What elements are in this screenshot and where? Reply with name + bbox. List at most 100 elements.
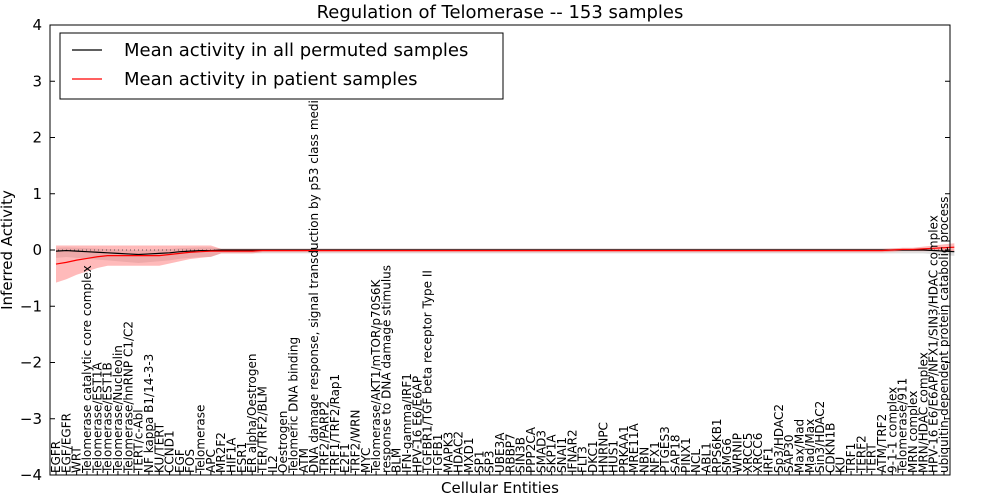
x-tick-label: TERF2 [854, 435, 868, 474]
x-tick-label: TRF1/TRF2/Rap1 [328, 374, 342, 474]
x-tick-label: NBN [638, 447, 652, 473]
x-tick-label: IFN-gamma/IRF1 [400, 373, 414, 473]
legend-label-patient: Mean activity in patient samples [124, 69, 418, 90]
x-tick-label: MR2F2 [214, 432, 228, 473]
x-tick-label: TERT [865, 443, 879, 474]
x-tick-label: IRF1 [761, 447, 775, 473]
x-tick-label: NF kappa B1/14-3-3 [142, 354, 156, 473]
red-band-layer [56, 243, 955, 283]
x-tick-label: PPP2CA [524, 426, 538, 473]
y-axis-label: Inferred Activity [0, 190, 16, 310]
legend: Mean activity in all permuted samples Me… [59, 32, 504, 100]
x-tick-label: MXD1 [462, 438, 476, 473]
series-line-patient [55, 246, 955, 265]
x-tick-label: EGF [173, 449, 187, 473]
x-tick-label: Telomerase/Nucleolin [111, 345, 125, 474]
x-tick-label: HPV-16 E6/E6AP/NFX1/SIN3/HDAC complex [927, 215, 941, 473]
y-tick-label: 2 [32, 129, 42, 147]
x-tick-label: Sp3/HDAC2 [772, 404, 786, 473]
x-tick-label: SMG6 [720, 438, 734, 473]
legend-box [59, 32, 504, 100]
x-tick-label: BLM [390, 448, 404, 473]
x-tick-label: Telomerase/EST1A [90, 361, 104, 474]
x-tick-label: 9-1-1 complex [885, 387, 899, 473]
x-tick-label: HDAC2 [452, 431, 466, 473]
x-tick-label: ESR1 [235, 442, 249, 473]
y-tick-label: 1 [32, 185, 42, 203]
x-tick-label: NFX1 [648, 441, 662, 473]
x-tick-label: E2F1 [338, 443, 352, 473]
y-tick-label: −1 [20, 297, 42, 315]
x-tick-label: DKC1 [586, 441, 600, 473]
x-tick-label: Telomerase [194, 405, 208, 474]
series-layer [55, 246, 955, 265]
x-tick-label: SNAI1 [555, 437, 569, 473]
legend-label-permuted: Mean activity in all permuted samples [124, 40, 468, 61]
x-tick-label: SP3 [483, 451, 497, 474]
x-tick-label: Oestrogen [276, 411, 290, 473]
y-tick-label: −3 [20, 410, 42, 428]
x-tick-label: TRF1 [844, 443, 858, 474]
y-tick-label: 3 [32, 72, 42, 90]
x-tick-label: IFNAR2 [565, 429, 579, 473]
x-tick-label: SIN3B [514, 437, 528, 473]
y-tick-label: −4 [20, 466, 42, 484]
y-tick-label: −2 [20, 354, 42, 372]
x-tick-label: PTGES3 [658, 426, 672, 473]
x-tick-label: FOS [183, 449, 197, 473]
x-tick-label: MRN complex [906, 391, 920, 473]
x-tick-label: HPV-16 E6/E6AP [410, 376, 424, 473]
x-tick-label: TER/TRF2/BLM [256, 386, 270, 474]
x-tick-label: TRF2/WRN [348, 410, 362, 474]
x-tick-label: CDKN1B [823, 423, 837, 473]
x-tick-label: APC [204, 449, 218, 473]
x-tick-label: ATM/TRF2 [875, 414, 889, 473]
grey-band-layer [56, 247, 955, 263]
x-tick-label: WRNIP [730, 433, 744, 473]
x-tick-label: HIF1A [225, 437, 239, 473]
x-tick-label: TRF2/PARP2 [317, 401, 331, 474]
x-tick-label: TGFB1 [431, 434, 445, 474]
x-tick-label: DNA damage response, signal transduction… [307, 76, 321, 473]
x-tick-label: NCL [689, 449, 703, 473]
x-tick-label: PINX1 [679, 437, 693, 473]
chart-title: Regulation of Telomerase -- 153 samples [317, 2, 684, 23]
x-axis-label: Cellular Entities [441, 479, 559, 497]
x-tick-label: SP1 [472, 451, 486, 474]
x-tick-label: HUS1 [607, 440, 621, 473]
x-tick-label: IL2 [266, 455, 280, 473]
y-axis-ticks: −4 −3 −2 −1 0 1 2 3 4 [20, 16, 950, 484]
x-tick-label: MAPK3 [441, 432, 455, 473]
x-tick-label: MRE11A [627, 422, 641, 473]
x-tick-label: EGF/EGFR [59, 413, 73, 473]
x-tick-label: ABL1 [700, 442, 714, 473]
x-tick-label: Mad/Max [803, 419, 817, 473]
x-tick-label: Max/Mad [792, 419, 806, 473]
x-tick-label: XRCC6 [751, 433, 765, 473]
x-tick-label: HNRNPC [596, 422, 610, 473]
x-tick-label: Sin3/HDAC2 [813, 401, 827, 473]
x-tick-label: Telomerase/AKT1/mTOR/p70S6K [369, 278, 383, 474]
x-tick-label: Telomeric DNA binding [286, 337, 300, 474]
x-tick-label: SAP18 [669, 434, 683, 473]
x-tick-label: FLT3 [576, 446, 590, 473]
x-tick-label: EGFR [49, 441, 63, 473]
x-tick-label: ER alpha/Oestrogen [245, 354, 259, 473]
x-tick-label: KU [834, 457, 848, 473]
y-tick-label: 0 [32, 241, 42, 259]
x-tick-label: UBE3A [493, 432, 507, 473]
x-tick-label: Telomerase/hnRNP C1/C2 [121, 321, 135, 474]
x-tick-label: CCND1 [163, 430, 177, 473]
x-tick-label: MYC [359, 448, 373, 473]
x-tick-label: MRN/HDAC complex [916, 352, 930, 473]
x-tick-label: ubiquitin-dependent protein catabolic pr… [937, 197, 951, 473]
x-tick-label: SKP1A [545, 434, 559, 473]
x-tick-label: SMAD3 [534, 430, 548, 473]
x-tick-label: TGFBR1/TGF beta receptor Type II [421, 270, 435, 474]
x-tick-label: XRCC5 [741, 433, 755, 473]
x-tick-label: PRKAA1 [617, 425, 631, 473]
x-tick-label: Telomerase/EST1B [101, 362, 115, 474]
x-tick-label: RPS6KB1 [710, 418, 724, 473]
